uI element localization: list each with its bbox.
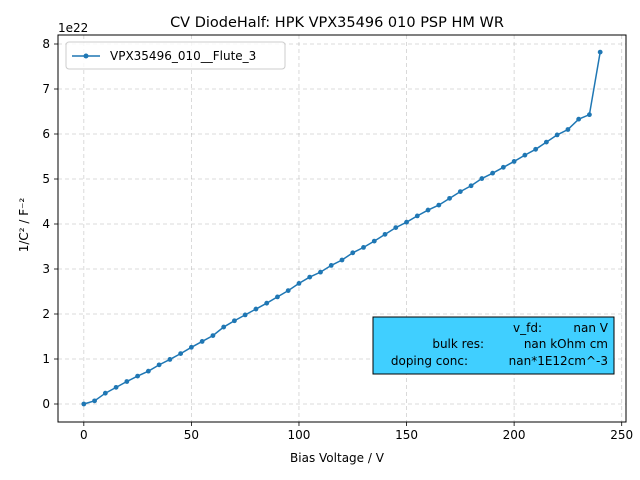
data-point [81, 401, 87, 407]
y-tick-label: 8 [42, 37, 50, 51]
data-point [92, 398, 97, 404]
data-point [242, 312, 248, 318]
data-point [264, 300, 270, 306]
data-point [361, 245, 366, 250]
data-point [511, 159, 517, 164]
data-point [543, 139, 549, 145]
x-tick-label: 250 [610, 428, 633, 442]
anno-key-doping: doping conc: [391, 354, 468, 368]
y-tick-label: 0 [42, 397, 50, 411]
x-tick-label: 200 [503, 428, 526, 442]
data-point [447, 195, 452, 201]
data-point [490, 170, 496, 176]
grid [58, 35, 626, 422]
data-point [393, 225, 399, 231]
anno-key-vfd: v_fd: [513, 321, 542, 335]
data-point [597, 49, 603, 55]
y-tick-label: 6 [42, 127, 50, 141]
data-point [371, 238, 377, 244]
data-point [533, 146, 539, 152]
data-point [167, 357, 173, 362]
data-point [457, 189, 463, 195]
data-point [339, 257, 345, 263]
data-point [188, 344, 194, 350]
anno-key-bulk-res: bulk res: [432, 337, 484, 351]
data-point [124, 379, 130, 384]
y-axis-label: 1/C² / F⁻² [17, 198, 31, 253]
legend-marker [83, 53, 89, 59]
data-point [479, 176, 485, 181]
x-axis-label: Bias Voltage / V [290, 451, 385, 465]
series-layer [81, 49, 603, 407]
y-tick-label: 2 [42, 307, 50, 321]
anno-value-doping: nan*1E12cm^-3 [509, 354, 608, 368]
data-point [210, 333, 216, 338]
y-tick-label: 3 [42, 262, 50, 276]
x-tick-label: 0 [80, 428, 88, 442]
data-point [425, 207, 431, 213]
x-axis: 0 50 100 150 200 250 [80, 422, 633, 442]
data-point [253, 306, 259, 312]
legend-label: VPX35496_010__Flute_3 [110, 49, 256, 63]
legend-box [65, 41, 286, 70]
anno-value-vfd: nan V [573, 321, 608, 335]
y-axis: 0 1 2 3 4 5 6 7 8 [42, 37, 58, 411]
data-point [436, 202, 442, 208]
data-point [468, 183, 474, 189]
data-point [156, 362, 162, 368]
data-point [178, 351, 184, 356]
data-point [285, 288, 291, 293]
legend: VPX35496_010__Flute_3 [65, 41, 286, 70]
chart-title: CV DiodeHalf: HPK VPX35496 010 PSP HM WR [170, 15, 504, 31]
x-tick-label: 50 [184, 428, 199, 442]
x-tick-label: 150 [395, 428, 418, 442]
data-point [296, 281, 302, 286]
data-point [199, 339, 205, 344]
data-point [221, 324, 227, 330]
data-point [275, 294, 280, 300]
y-tick-label: 1 [42, 352, 50, 366]
data-point [554, 132, 560, 138]
anno-value-bulk-res: nan kOhm cm [524, 337, 608, 351]
data-point [328, 263, 334, 268]
data-point [404, 219, 409, 225]
x-tick-label: 100 [288, 428, 311, 442]
y-tick-label: 7 [42, 82, 50, 96]
data-point [318, 269, 323, 275]
data-point [500, 164, 506, 170]
plot-frame [57, 34, 627, 423]
data-point [414, 213, 420, 219]
y-tick-label: 5 [42, 172, 50, 186]
data-point [522, 152, 528, 158]
fit-results-background [372, 316, 615, 375]
data-point [145, 368, 151, 374]
y-tick-label: 4 [42, 217, 50, 231]
data-point [382, 231, 388, 237]
y-offset-label: 1e22 [58, 21, 88, 35]
data-point [565, 127, 571, 132]
data-point [135, 373, 141, 379]
data-point [307, 274, 313, 280]
data-point [232, 318, 237, 324]
data-point [113, 384, 119, 390]
data-point [576, 116, 582, 122]
fit-results-box: v_fd: nan V bulk res: nan kOhm cm doping… [372, 316, 615, 375]
data-point [587, 112, 592, 118]
data-point [350, 250, 356, 256]
data-point [102, 390, 108, 396]
